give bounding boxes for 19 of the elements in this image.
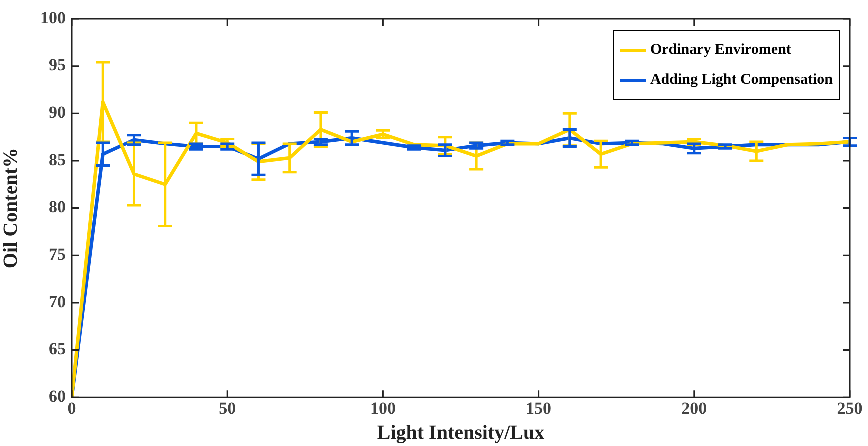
y-tick-label: 80	[49, 198, 66, 217]
y-tick-label: 95	[49, 56, 66, 75]
x-tick-label: 50	[219, 399, 236, 418]
y-tick-label: 60	[49, 386, 66, 406]
legend-label: Ordinary Enviroment	[649, 40, 792, 60]
x-tick-label: 0	[68, 399, 76, 418]
y-axis-title: Oil Content%	[0, 148, 22, 269]
y-tick-label: 85	[49, 150, 66, 170]
y-tick-label: 90	[49, 103, 66, 122]
y-tick-label: 75	[49, 245, 66, 264]
y-tick-label: 100	[40, 8, 66, 28]
x-axis-title: Light Intensity/Lux	[377, 422, 545, 444]
x-tick-label: 100	[370, 399, 396, 418]
y-tick-label: 70	[49, 292, 66, 312]
y-tick-label: 65	[49, 340, 66, 359]
legend-label: Adding Light Compensation	[649, 70, 833, 90]
x-tick-label: 150	[526, 399, 552, 418]
x-tick-label: 250	[837, 399, 863, 418]
x-tick-label: 200	[682, 399, 708, 418]
